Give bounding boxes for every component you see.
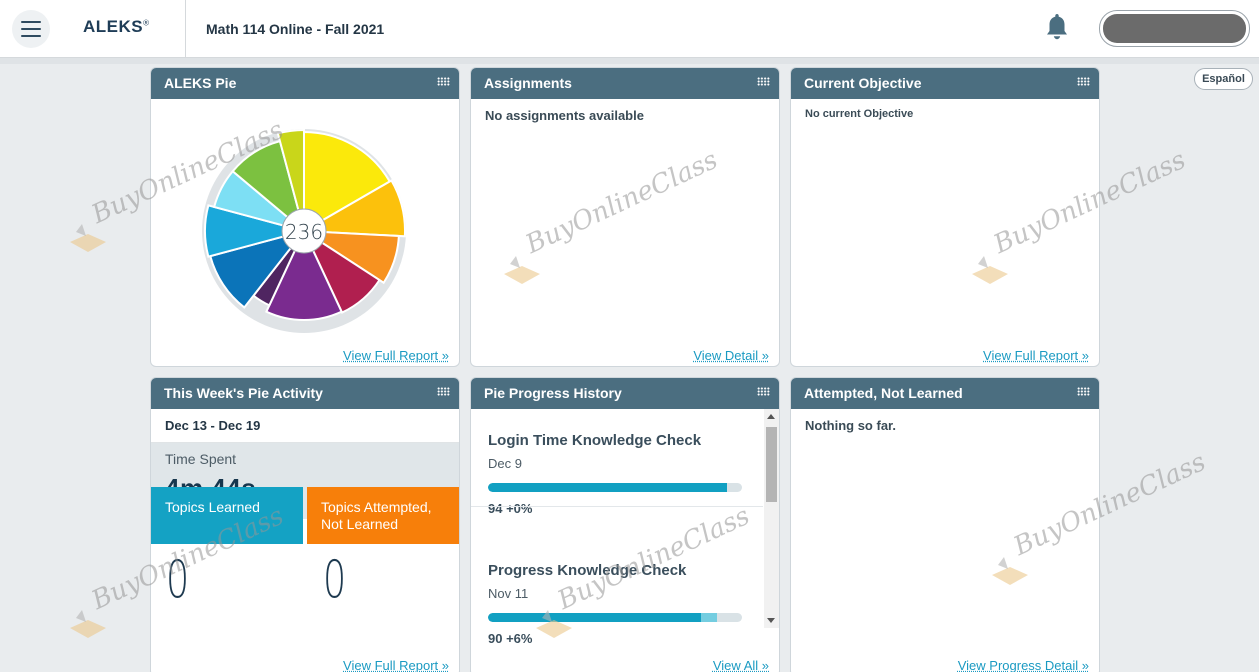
progress-item-score: 94 +0% — [488, 501, 744, 516]
grip-icon[interactable] — [757, 77, 770, 86]
card-header: Attempted, Not Learned — [791, 378, 1099, 409]
progress-bar-fill — [488, 613, 701, 622]
topics-learned-count: 0 — [166, 550, 189, 610]
view-full-report-link[interactable]: View Full Report » — [343, 658, 449, 672]
card-header: ALEKS Pie — [151, 68, 459, 99]
week-activity-card: This Week's Pie Activity Dec 13 - Dec 19… — [150, 377, 460, 672]
current-objective-card: Current Objective No current Objective V… — [790, 67, 1100, 367]
scroll-up-arrow-icon[interactable] — [767, 414, 775, 419]
card-title: Attempted, Not Learned — [804, 385, 963, 401]
progress-item-title: Login Time Knowledge Check — [488, 432, 744, 449]
view-all-link[interactable]: View All » — [713, 658, 769, 672]
scrollbar[interactable] — [764, 409, 779, 628]
topics-learned-tile[interactable]: Topics Learned — [151, 487, 303, 544]
header-divider — [185, 0, 186, 58]
time-spent-label: Time Spent — [165, 451, 445, 467]
assignments-message: No assignments available — [471, 99, 779, 132]
aleks-logo[interactable]: ALEKS® — [83, 17, 150, 37]
card-header: Assignments — [471, 68, 779, 99]
progress-item-title: Progress Knowledge Check — [488, 562, 744, 579]
card-title: This Week's Pie Activity — [164, 385, 323, 401]
attempted-not-learned-card: Attempted, Not Learned Nothing so far. V… — [790, 377, 1100, 672]
view-progress-detail-link[interactable]: View Progress Detail » — [958, 658, 1089, 672]
view-full-report-link[interactable]: View Full Report » — [983, 348, 1089, 363]
scroll-thumb[interactable] — [766, 427, 777, 502]
progress-bar — [488, 613, 742, 622]
menu-icon-line — [21, 28, 41, 30]
objective-message: No current Objective — [791, 99, 1099, 129]
progress-item[interactable]: Login Time Knowledge Check Dec 9 94 +0% — [471, 432, 761, 516]
topics-attempted-tile[interactable]: Topics Attempted, Not Learned — [307, 487, 459, 544]
language-toggle-button[interactable]: Español — [1194, 68, 1253, 90]
progress-bar-gain — [701, 613, 716, 622]
card-title: Assignments — [484, 75, 572, 91]
watermark-logo-icon — [68, 222, 108, 256]
grip-icon[interactable] — [757, 387, 770, 396]
attempted-message: Nothing so far. — [791, 409, 1099, 442]
header-stripe — [0, 58, 1259, 64]
card-header: Current Objective — [791, 68, 1099, 99]
grip-icon[interactable] — [1077, 387, 1090, 396]
user-account-button[interactable] — [1099, 10, 1250, 47]
card-header: Pie Progress History — [471, 378, 779, 409]
pie-center-count: 236 — [285, 220, 323, 244]
topics-attempted-count: 0 — [323, 550, 346, 610]
redacted-username — [1103, 14, 1246, 43]
watermark-logo-icon — [68, 608, 108, 642]
view-full-report-link[interactable]: View Full Report » — [343, 348, 449, 363]
progress-bar-fill — [488, 483, 727, 492]
divider — [471, 506, 763, 507]
menu-button[interactable] — [12, 10, 50, 48]
progress-item-date: Dec 9 — [488, 456, 744, 471]
top-bar: ALEKS® Math 114 Online - Fall 2021 — [0, 0, 1259, 58]
progress-item[interactable]: Progress Knowledge Check Nov 11 90 +6% — [471, 562, 761, 646]
card-title: ALEKS Pie — [164, 75, 236, 91]
aleks-pie-chart[interactable]: 236 — [199, 126, 409, 336]
bell-icon[interactable] — [1044, 12, 1070, 42]
grip-icon[interactable] — [1077, 77, 1090, 86]
card-header: This Week's Pie Activity — [151, 378, 459, 409]
progress-history-card: Pie Progress History Login Time Knowledg… — [470, 377, 780, 672]
week-range: Dec 13 - Dec 19 — [151, 409, 459, 443]
aleks-pie-card: ALEKS Pie 236 View Full Report » — [150, 67, 460, 367]
card-title: Current Objective — [804, 75, 921, 91]
grip-icon[interactable] — [437, 387, 450, 396]
menu-icon-line — [21, 21, 41, 23]
progress-item-date: Nov 11 — [488, 586, 744, 601]
progress-bar — [488, 483, 742, 492]
view-detail-link[interactable]: View Detail » — [693, 348, 769, 363]
assignments-card: Assignments No assignments available Vie… — [470, 67, 780, 367]
grip-icon[interactable] — [437, 77, 450, 86]
scroll-down-arrow-icon[interactable] — [767, 618, 775, 623]
progress-item-score: 90 +6% — [488, 631, 744, 646]
course-title: Math 114 Online - Fall 2021 — [206, 21, 384, 37]
card-title: Pie Progress History — [484, 385, 622, 401]
menu-icon-line — [21, 35, 41, 37]
